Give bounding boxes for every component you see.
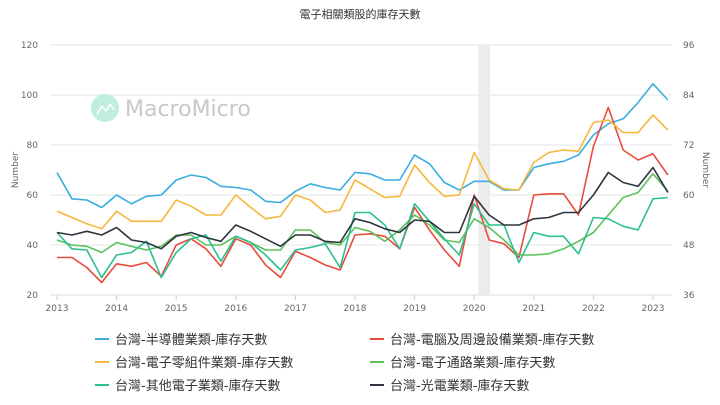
y-tick-left: 20: [27, 291, 39, 301]
y-tick-right: 60: [683, 191, 695, 201]
legend-item-2[interactable]: 台灣-電子零組件業類-庫存天數: [95, 351, 370, 372]
legend-item-1[interactable]: 台灣-電腦及周邊設備業類-庫存天數: [370, 328, 655, 349]
legend-swatch-icon: [370, 337, 384, 340]
x-tick-label: 2013: [46, 304, 69, 314]
x-tick-label: 2019: [403, 304, 426, 314]
chart-title: 電子相關類股的庫存天數: [299, 8, 421, 21]
legend-swatch-icon: [95, 337, 109, 340]
legend-swatch-icon: [95, 360, 109, 363]
legend-swatch-icon: [370, 360, 384, 363]
legend-item-0[interactable]: 台灣-半導體業類-庫存天數: [95, 328, 370, 349]
y-tick-right: 36: [683, 291, 695, 301]
x-tick-label: 2021: [522, 304, 545, 314]
logo-chart-glyph-icon: [96, 102, 115, 115]
x-tick-label: 2023: [642, 304, 665, 314]
macromicro-logo-icon: [91, 94, 119, 122]
x-tick-label: 2017: [284, 304, 307, 314]
legend: 台灣-半導體業類-庫存天數 台灣-電腦及周邊設備業類-庫存天數台灣-電子零組件業類…: [95, 328, 655, 395]
x-tick-label: 2015: [165, 304, 188, 314]
legend-item-4[interactable]: 台灣-其他電子業類-庫存天數: [95, 374, 370, 395]
legend-swatch-icon: [370, 383, 384, 386]
legend-label: 台灣-電子通路業類-庫存天數: [390, 356, 556, 371]
legend-label: 台灣-半導體業類-庫存天數: [115, 333, 268, 348]
y-tick-right: 84: [683, 91, 695, 101]
legend-label: 台灣-電子零組件業類-庫存天數: [115, 356, 294, 371]
watermark-text: MacroMicro: [125, 97, 251, 122]
y-tick-left: 40: [27, 241, 39, 251]
x-tick-label: 2016: [224, 304, 247, 314]
x-tick-label: 2020: [463, 304, 486, 314]
x-tick-label: 2022: [582, 304, 605, 314]
y-tick-right: 48: [683, 241, 695, 251]
watermark: MacroMicro: [91, 94, 251, 122]
y-tick-left: 100: [21, 91, 38, 101]
series-line-2[interactable]: [56, 114, 669, 230]
y-axis-title-right: Number: [700, 152, 710, 188]
line-chart: MacroMicro 20 36 40 48 60 60 80 72 100 84 120 96 201…: [11, 41, 710, 314]
x-tick-label: 2014: [105, 304, 128, 314]
legend-swatch-icon: [95, 383, 109, 386]
y-tick-left: 60: [27, 191, 39, 201]
y-axis-title-left: Number: [11, 152, 21, 188]
legend-item-5[interactable]: 台灣-光電業類-庫存天數: [370, 374, 655, 395]
series-lines: [56, 83, 669, 284]
axes: 20 36 40 48 60 60 80 72 100 84 120 96 2013 2014 2015 20…: [21, 41, 695, 314]
y-tick-right: 96: [683, 41, 695, 51]
legend-item-3[interactable]: 台灣-電子通路業類-庫存天數: [370, 351, 655, 372]
series-line-4[interactable]: [56, 196, 668, 279]
y-tick-left: 80: [27, 141, 39, 151]
legend-label: 台灣-其他電子業類-庫存天數: [115, 379, 281, 394]
y-tick-left: 120: [21, 41, 38, 51]
series-line-5[interactable]: [56, 166, 669, 250]
x-tick-label: 2018: [344, 304, 367, 314]
legend-label: 台灣-電腦及周邊設備業類-庫存天數: [390, 333, 595, 348]
legend-label: 台灣-光電業類-庫存天數: [390, 379, 530, 394]
gridlines: [50, 44, 672, 246]
series-line-1[interactable]: [57, 106, 669, 284]
series-line-0[interactable]: [56, 83, 669, 209]
y-tick-right: 72: [683, 141, 694, 151]
